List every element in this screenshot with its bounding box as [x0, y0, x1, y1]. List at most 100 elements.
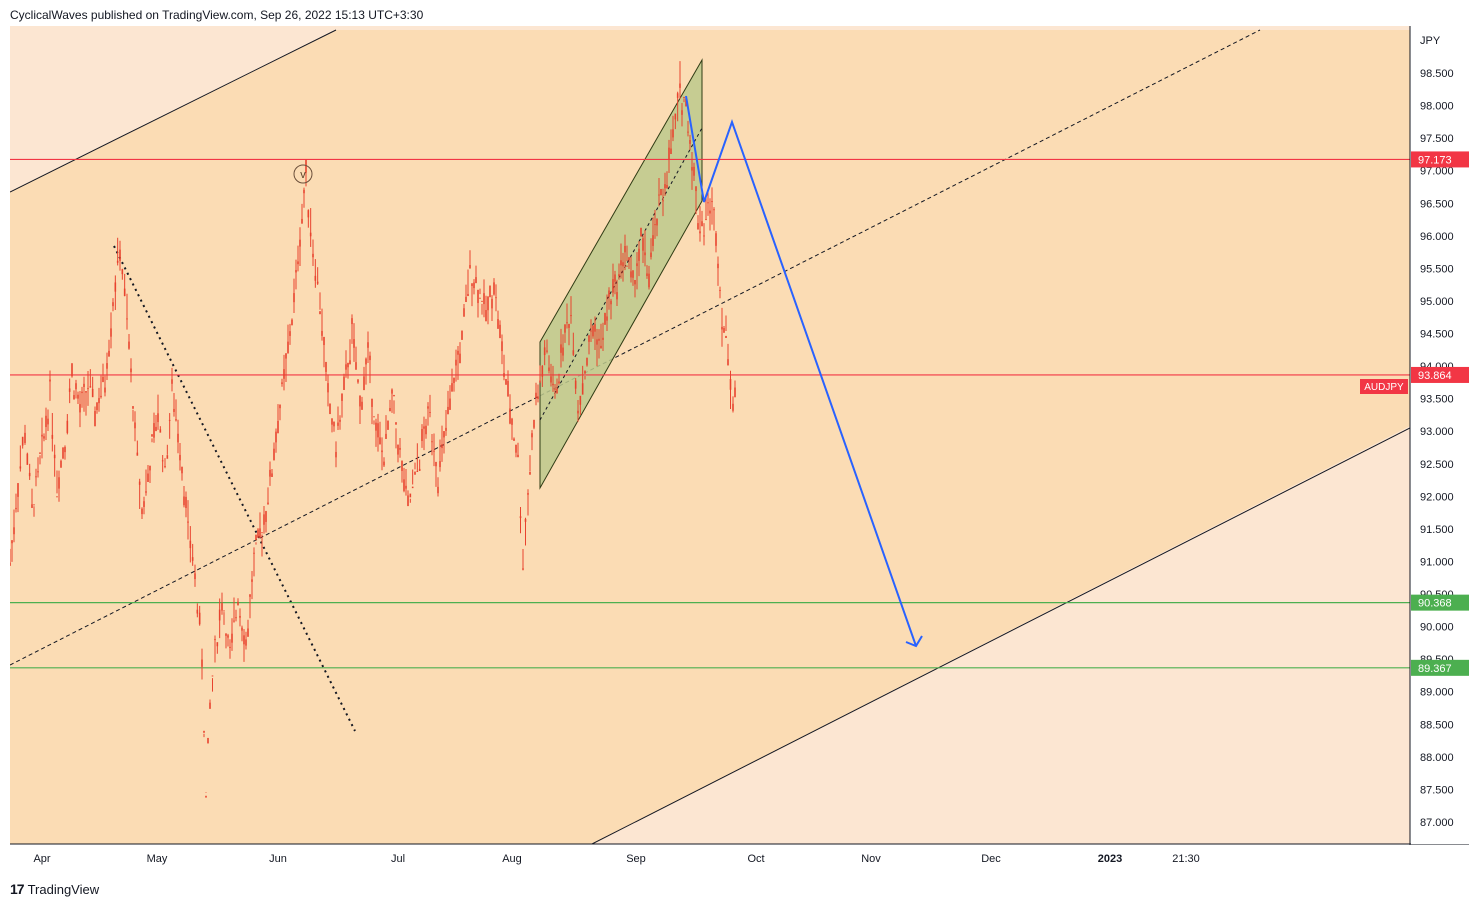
candle-body: [727, 359, 729, 366]
candle-body: [405, 485, 407, 489]
candle-body: [91, 388, 94, 398]
candle-body: [664, 184, 666, 189]
chart-area[interactable]: v JPY 98.500 98.000 97.500 97.000 96.500 96.00…: [10, 26, 1469, 872]
candle-body: [75, 383, 77, 390]
candle-body: [207, 737, 209, 744]
candle-body: [357, 379, 359, 383]
candle-body: [723, 328, 725, 333]
candle-body: [201, 659, 203, 667]
candle-body: [495, 297, 497, 299]
candle-body: [287, 341, 289, 354]
candle-body: [598, 338, 600, 341]
candle-body: [205, 795, 207, 798]
candle-body: [581, 383, 584, 395]
candle-body: [237, 601, 239, 606]
candle-body: [511, 418, 513, 425]
plot-layer: v: [10, 26, 1410, 844]
projection-arrow-icon: [905, 635, 923, 648]
candle-body: [715, 233, 717, 246]
candle-body: [116, 260, 119, 263]
candle-body: [45, 415, 47, 428]
candle-body: [68, 388, 71, 392]
candle-body: [363, 376, 365, 391]
candle-body: [136, 452, 139, 456]
candle-body: [241, 627, 243, 631]
x-tick-label: Dec: [981, 853, 1001, 865]
candle-body: [524, 518, 527, 522]
candle-body: [321, 330, 323, 336]
candle-body: [71, 363, 73, 377]
candle-body: [489, 285, 491, 298]
candle-body: [341, 393, 343, 401]
candle-body: [251, 579, 253, 582]
candle-body: [499, 324, 501, 339]
y-tick-label: 98.000: [1420, 101, 1454, 113]
candle-body: [586, 357, 588, 366]
candle-body: [26, 453, 29, 465]
main-channel-fill: [10, 30, 1410, 844]
candle-body: [389, 408, 391, 412]
candle-body: [387, 420, 389, 430]
candle-body: [624, 245, 626, 253]
x-tick-label: Aug: [502, 853, 522, 865]
candle-body: [168, 419, 171, 421]
candle-body: [19, 466, 22, 469]
candle-body: [285, 353, 287, 359]
candle-body: [552, 383, 554, 386]
upper-channel-line: [10, 29, 337, 193]
lower-channel-line: [591, 427, 1410, 844]
candle-body: [588, 335, 590, 342]
candle-body: [691, 167, 693, 171]
candle-body: [705, 219, 707, 221]
candle-body: [329, 403, 331, 415]
candle-body: [102, 376, 104, 383]
candle-body: [564, 324, 566, 333]
y-tick-label: 95.500: [1420, 263, 1454, 275]
candle-body: [53, 454, 56, 459]
candle-body: [100, 395, 102, 398]
candle-body: [689, 140, 691, 144]
candle-body: [531, 433, 533, 438]
candle-body: [17, 483, 19, 497]
candle-body: [493, 282, 495, 295]
candle-body: [299, 239, 301, 247]
candle-body: [373, 416, 375, 418]
candle-body: [658, 194, 660, 196]
candle-body: [674, 113, 677, 120]
candle-body: [271, 473, 273, 477]
candle-body: [175, 419, 177, 421]
candle-body: [652, 235, 654, 246]
candle-body: [279, 404, 281, 409]
candle-body: [519, 516, 522, 519]
candle-body: [295, 270, 297, 273]
candle-body: [289, 331, 291, 336]
candle-body: [560, 344, 562, 353]
candle-body: [381, 450, 383, 453]
price-level-tag-bg: [1411, 151, 1469, 168]
candle-body: [277, 420, 279, 434]
candle-body: [391, 389, 393, 394]
price-chart[interactable]: v JPY 98.500 98.000 97.500 97.000 96.500 96.00…: [10, 26, 1469, 872]
candle-body: [600, 345, 602, 349]
candle-body: [267, 502, 269, 505]
footer-brand[interactable]: 17 TradingView: [10, 881, 99, 897]
candle-body: [467, 293, 469, 297]
candle-body: [632, 270, 634, 278]
candle-body: [337, 422, 339, 426]
tradingview-logo-icon: 17: [10, 881, 25, 897]
candle-body: [616, 292, 618, 300]
y-tick-label: 89.000: [1420, 687, 1454, 699]
candle-body: [614, 274, 616, 282]
candle-body: [636, 263, 638, 267]
candle-body: [479, 297, 481, 299]
candle-body: [431, 441, 433, 443]
candle-body: [513, 438, 515, 441]
candle-body: [620, 260, 622, 266]
candle-body: [179, 454, 181, 461]
candle-body: [60, 460, 62, 468]
y-tick-label: 96.500: [1420, 198, 1454, 210]
candle-body: [548, 367, 550, 371]
candle-body: [608, 290, 610, 297]
y-tick-label: 88.000: [1420, 752, 1454, 764]
candle-body: [562, 347, 564, 356]
